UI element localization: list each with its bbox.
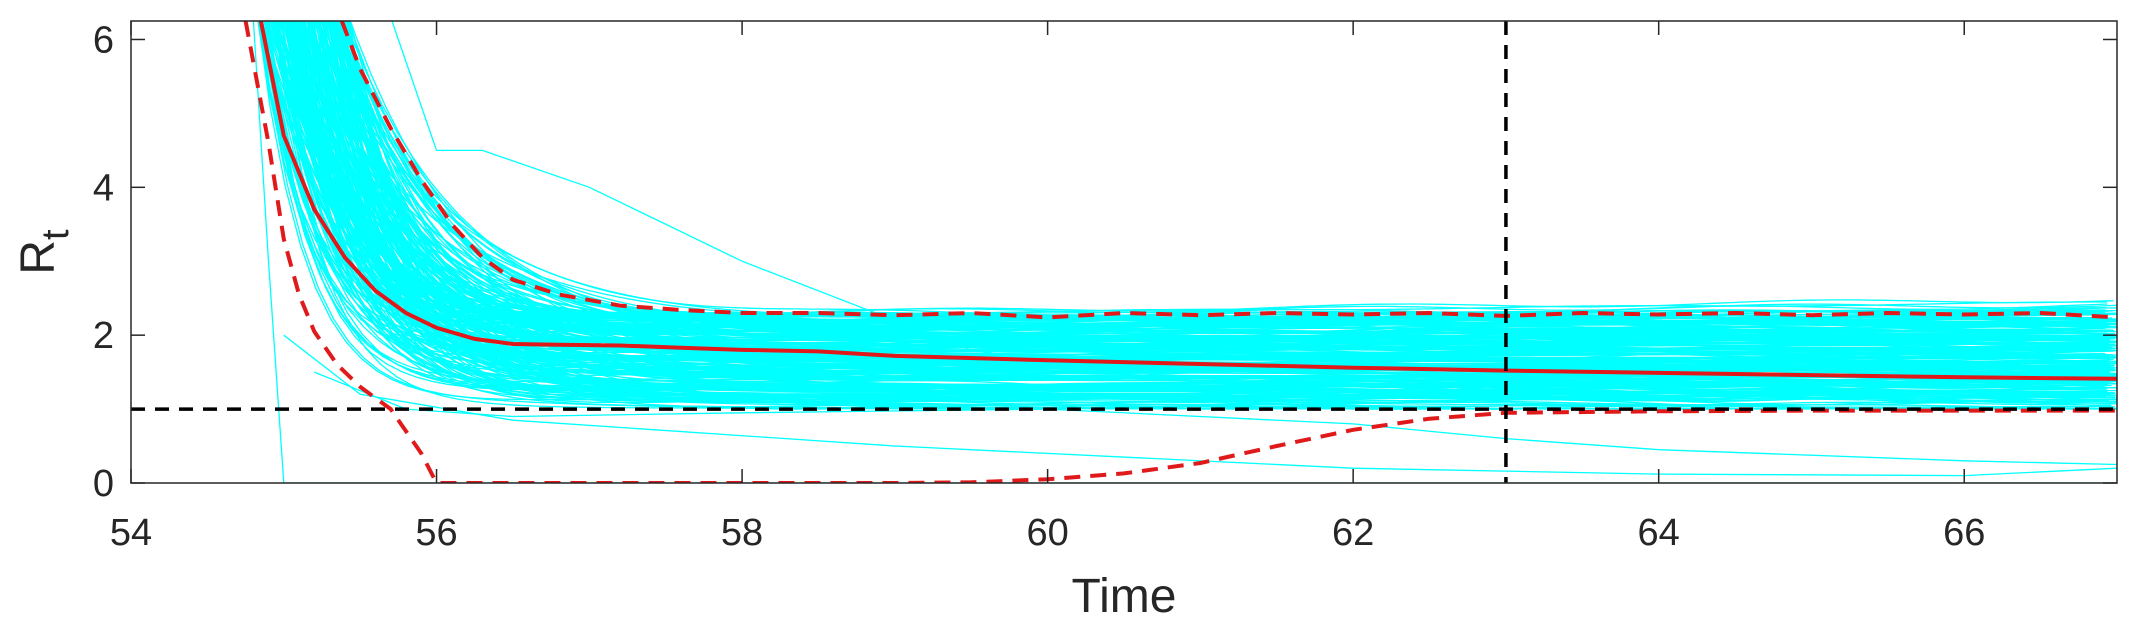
ensemble-outlier bbox=[283, 334, 2117, 477]
y-tick-label: 6 bbox=[93, 19, 114, 61]
ensemble-trajectory bbox=[314, 21, 2109, 318]
x-tick-label: 56 bbox=[415, 512, 457, 554]
ensemble-trajectory bbox=[267, 21, 2112, 382]
ensemble-trajectory bbox=[290, 21, 2115, 341]
ensemble-trajectory bbox=[294, 21, 2108, 320]
ensemble-trajectory bbox=[328, 21, 2113, 372]
median-line bbox=[258, 21, 2117, 381]
ensemble-trajectory bbox=[327, 21, 2112, 372]
ensemble-trajectory bbox=[294, 21, 2105, 346]
ensemble-outlier bbox=[252, 21, 2117, 483]
ensemble-trajectory bbox=[340, 21, 2107, 352]
ensemble-trajectory bbox=[303, 21, 2117, 316]
x-tick-label: 66 bbox=[1943, 512, 1985, 554]
y-tick-label: 2 bbox=[93, 315, 114, 357]
ensemble-trajectory bbox=[290, 21, 2117, 403]
ensemble-trajectory bbox=[257, 21, 2117, 393]
x-tick-label: 62 bbox=[1332, 512, 1374, 554]
ensemble-trajectory bbox=[257, 21, 2117, 333]
y-tick-label: 0 bbox=[93, 463, 114, 505]
y-axis-label-sub: t bbox=[35, 229, 77, 240]
x-tick-label: 60 bbox=[1026, 512, 1068, 554]
ensemble-trajectory bbox=[307, 21, 2106, 365]
ensemble-trajectory bbox=[315, 21, 2115, 377]
ensemble-trajectory bbox=[260, 21, 2106, 358]
y-axis-label-main: R bbox=[12, 240, 65, 275]
ensemble-trajectory bbox=[272, 21, 2115, 403]
ensemble-trajectory bbox=[343, 21, 2108, 337]
ensemble-trajectory bbox=[340, 21, 2105, 345]
y-tick-label: 4 bbox=[93, 167, 114, 209]
ensemble-outlier bbox=[314, 371, 2117, 466]
x-tick-label: 64 bbox=[1638, 512, 1680, 554]
axes-box bbox=[130, 20, 2118, 484]
ensemble-outlier bbox=[391, 21, 1125, 373]
y-axis-label: Rt bbox=[12, 229, 77, 275]
axis-ticks: 54 56 58 60 62 64 66 0 2 4 6 bbox=[93, 19, 2117, 554]
svg-text:Rt: Rt bbox=[12, 229, 77, 275]
ensemble-trajectory bbox=[339, 21, 2107, 342]
reference-lines bbox=[131, 21, 2117, 483]
ensemble-trajectory bbox=[290, 21, 2117, 350]
ensemble-trajectory bbox=[271, 21, 2115, 410]
x-axis-label: Time bbox=[1072, 570, 1177, 622]
ensemble-trajectory bbox=[310, 21, 2107, 390]
x-tick-label: 58 bbox=[721, 512, 763, 554]
x-tick-label: 54 bbox=[110, 512, 152, 554]
upper-bound-line bbox=[339, 21, 2117, 320]
ensemble-trajectory bbox=[307, 21, 2106, 397]
ensemble-trajectory bbox=[336, 21, 2117, 325]
